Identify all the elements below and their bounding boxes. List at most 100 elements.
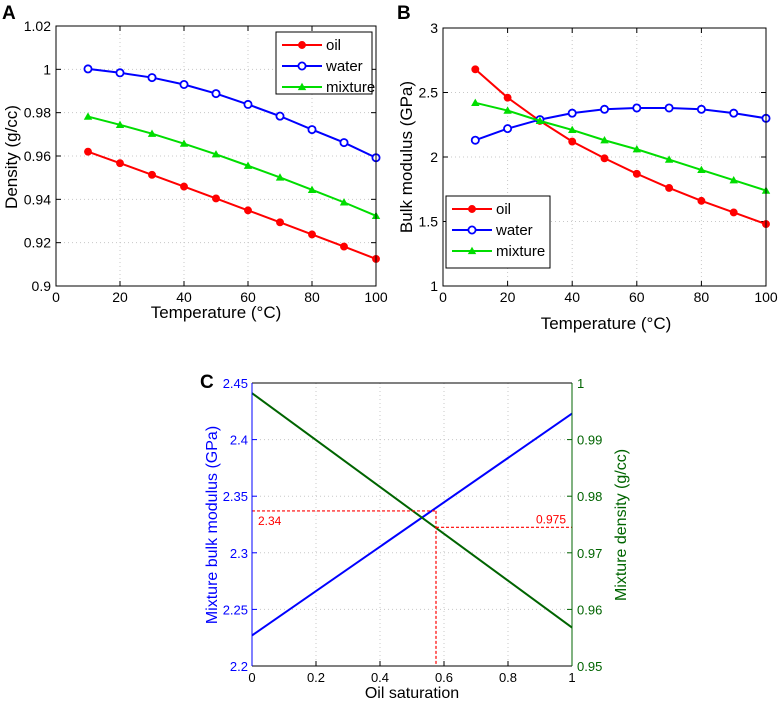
chart-panel-b: B Bulk modulus (GPa) Temperature (°C) 0 2… — [397, 3, 778, 333]
panel-b-point-oil — [665, 184, 674, 192]
panel-b-point-mixture — [664, 155, 674, 163]
panel-b-ytick-label: 2.5 — [419, 85, 439, 101]
panel-label-a: A — [2, 3, 16, 24]
panel-label-c: C — [200, 372, 214, 393]
panel-b-point-mixture — [535, 116, 545, 125]
panel-a-point-oil — [84, 147, 92, 156]
panel-a-point-oil — [340, 242, 348, 251]
panel-a-legend-label-oil: oil — [326, 37, 341, 54]
panel-b-point-water — [729, 108, 739, 118]
panel-b-point-mixture — [697, 165, 706, 174]
panel-a-xlabel: Temperature (°C) — [151, 303, 282, 322]
panel-b-axes-frame — [442, 27, 767, 287]
panel-a-series-line-water — [87, 67, 377, 159]
panel-b-plot-area: 0 20 40 60 80 100 1 1.5 2 2.5 3 oil water mixture — [419, 20, 778, 305]
panel-a-legend-box — [275, 31, 373, 95]
chart-panel-a: A Density (g/cc) Temperature (°C) 0 20 40 6… — [2, 3, 388, 322]
panel-b-xtick-label: 60 — [629, 289, 645, 305]
panel-a-point-mixture — [339, 198, 349, 206]
panel-a-series-line-mixture — [87, 115, 377, 217]
panel-a-plot-area: 0 20 40 60 80 100 0.9 0.92 0.94 0.96 0.98 1 1.02 oil w… — [24, 18, 388, 305]
panel-a-point-water — [115, 68, 125, 78]
panel-c-ytick-label-right: 0.99 — [577, 433, 602, 448]
panel-b-point-water — [470, 135, 480, 145]
panel-a-point-oil — [276, 218, 284, 227]
panel-a-ytick-label: 0.9 — [32, 278, 52, 294]
panel-a-point-mixture — [115, 120, 125, 128]
panel-b-point-oil — [600, 154, 609, 163]
panel-a-ytick-label: 0.98 — [24, 105, 51, 121]
panel-c-ytick-label-left: 2.4 — [230, 433, 248, 448]
panel-a-point-mixture — [83, 112, 93, 120]
panel-label-b: B — [397, 3, 411, 24]
panel-a-ytick-label: 1 — [43, 61, 51, 77]
panel-b-legend-marker-oil — [468, 205, 476, 213]
panel-b-ytick-label: 1.5 — [419, 214, 439, 230]
panel-a-ytick-label: 0.92 — [24, 235, 51, 251]
panel-a-point-mixture — [179, 139, 189, 147]
panel-c-ytick-label-left: 2.3 — [230, 546, 248, 561]
panel-c-xtick-label: 1 — [568, 670, 575, 685]
panel-b-point-oil — [471, 65, 480, 74]
panel-b-point-mixture — [632, 145, 641, 153]
panel-c-ytick-label-right: 0.98 — [577, 489, 602, 504]
panel-a-axes-frame — [55, 25, 377, 287]
panel-c-ytick-label-right: 0.95 — [577, 659, 602, 674]
panel-c-ytick-label-left: 2.2 — [230, 659, 248, 674]
panel-c-plot-area: 0 0.2 0.4 0.6 0.8 1 2.2 2.25 2.3 2.35 2.4 2.45 0.95 0… — [223, 376, 603, 685]
panel-b-point-oil — [568, 137, 577, 146]
panel-c-xtick-label: 0 — [248, 670, 255, 685]
panel-a-point-mixture — [307, 185, 317, 193]
panel-b-point-mixture — [503, 106, 512, 114]
panel-c-ytick-label-left: 2.35 — [223, 489, 248, 504]
panel-a-xtick-label: 60 — [240, 289, 256, 305]
panel-a-xtick-label: 40 — [176, 289, 192, 305]
panel-a-point-oil — [180, 182, 188, 191]
panel-b-point-water — [600, 104, 610, 114]
panel-a-point-water — [307, 125, 317, 135]
panel-a-xtick-label: 100 — [364, 289, 388, 305]
panel-b-legend-label-mixture: mixture — [496, 243, 545, 260]
panel-a-legend-marker-oil — [298, 41, 306, 49]
panel-c-ytick-label-left: 2.45 — [223, 376, 248, 391]
panel-a-legend-marker-water — [297, 61, 307, 71]
panel-b-ytick-label: 1 — [430, 278, 438, 294]
panel-b-point-mixture — [471, 98, 480, 106]
panel-b-point-water — [567, 108, 577, 118]
panel-b-series-line-oil — [474, 68, 767, 226]
panel-b-point-oil — [503, 93, 512, 102]
panel-c-xtick-label: 0.4 — [371, 670, 389, 685]
panel-c-xtick-label: 0.8 — [499, 670, 517, 685]
panel-a-series-line-oil — [87, 150, 377, 260]
panel-a-point-oil — [308, 230, 316, 239]
panel-a-point-water — [243, 99, 253, 109]
panel-a-ytick-label: 0.94 — [24, 191, 51, 207]
panel-a-point-water — [275, 111, 285, 121]
panel-c-density-annotation: 0.975 — [536, 512, 566, 526]
panel-b-series-line-water — [474, 106, 767, 142]
panel-a-ytick-label: 1.02 — [24, 18, 51, 34]
panel-a-point-oil — [244, 206, 252, 215]
panel-b-xlabel: Temperature (°C) — [541, 314, 672, 333]
panel-a-point-mixture — [275, 173, 285, 181]
panel-b-legend-label-water: water — [495, 222, 533, 239]
panel-b-point-mixture — [568, 125, 577, 134]
panel-a-point-water — [339, 138, 349, 148]
panel-b-point-water — [696, 104, 706, 114]
panel-a-legend-label-mixture: mixture — [326, 79, 375, 96]
panel-b-legend: oil water mixture — [445, 195, 551, 269]
panel-b-ytick-label: 3 — [430, 20, 438, 36]
panel-b-xtick-label: 80 — [694, 289, 710, 305]
panel-b-point-oil — [632, 169, 641, 178]
panel-a-legend-label-water: water — [325, 58, 363, 75]
panel-b-ylabel: Bulk modulus (GPa) — [397, 81, 416, 233]
panel-a-point-mixture — [211, 150, 221, 158]
panel-c-bulk-annotation: 2.34 — [258, 514, 282, 528]
panel-a-xtick-label: 0 — [52, 289, 60, 305]
panel-c-ytick-label-right: 0.97 — [577, 546, 602, 561]
panel-a-point-oil — [116, 159, 124, 168]
panel-a-point-mixture — [243, 161, 253, 169]
panel-a-xtick-label: 20 — [112, 289, 128, 305]
panel-a-legend-marker-mixture — [297, 82, 307, 91]
